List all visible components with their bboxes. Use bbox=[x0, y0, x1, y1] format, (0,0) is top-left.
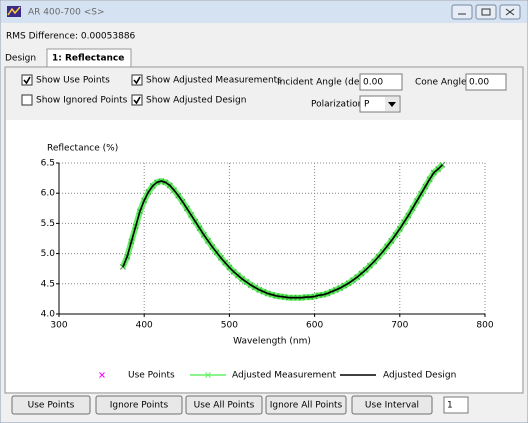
x-tick-label: 800 bbox=[476, 321, 493, 331]
maximize-button[interactable] bbox=[475, 4, 497, 20]
checkbox[interactable] bbox=[21, 94, 33, 106]
dropdown-arrow bbox=[388, 102, 396, 107]
button[interactable] bbox=[95, 395, 183, 415]
close-icon bbox=[505, 8, 515, 16]
check-mark bbox=[133, 76, 141, 85]
button-label[interactable]: Ignore Points bbox=[110, 401, 169, 411]
x-tick-label: 300 bbox=[50, 321, 67, 331]
checkbox-label[interactable]: Show Adjusted Measurements bbox=[146, 76, 282, 86]
tab-active[interactable]: 1: Reflectance bbox=[52, 54, 124, 64]
checkbox-label[interactable]: Show Ignored Points bbox=[36, 96, 128, 106]
incident-angle-label: Incident Angle (deg) bbox=[277, 78, 369, 88]
polarization-value[interactable]: P bbox=[364, 100, 370, 110]
checkbox-label[interactable]: Show Use Points bbox=[36, 76, 110, 86]
button[interactable] bbox=[11, 395, 91, 415]
interval-input[interactable] bbox=[443, 396, 469, 414]
rms-text: RMS Difference: 0.00053886 bbox=[6, 32, 136, 42]
incident-angle-value[interactable]: 0.00 bbox=[363, 78, 383, 88]
tab[interactable]: Design bbox=[5, 54, 36, 64]
incident-angle-input[interactable] bbox=[359, 73, 403, 91]
x-tick-label: 400 bbox=[136, 321, 153, 331]
x-tick-label: 600 bbox=[306, 321, 323, 331]
checkbox[interactable] bbox=[131, 74, 143, 86]
y-tick-label: 5.5 bbox=[41, 219, 55, 229]
chart-area bbox=[6, 120, 522, 392]
y-axis-label: Reflectance (%) bbox=[47, 144, 118, 154]
legend-label: Adjusted Measurement bbox=[232, 371, 337, 381]
button-label[interactable]: Use All Points bbox=[194, 401, 255, 411]
button[interactable] bbox=[351, 395, 433, 415]
cone-angle-value[interactable]: 0.00 bbox=[469, 78, 489, 88]
legend-marker bbox=[99, 372, 105, 378]
x-tick-label: 500 bbox=[221, 321, 238, 331]
app-icon-mark bbox=[7, 6, 21, 16]
cone-angle-label: Cone Angle bbox=[415, 78, 467, 88]
y-tick-label: 6.5 bbox=[41, 159, 55, 169]
y-tick-label: 4.0 bbox=[41, 310, 56, 320]
check-mark bbox=[23, 76, 31, 85]
check-mark bbox=[133, 96, 141, 105]
title-bar bbox=[1, 1, 527, 23]
button[interactable] bbox=[185, 395, 263, 415]
button-label[interactable]: Use Interval bbox=[365, 401, 419, 411]
maximize-icon bbox=[481, 8, 491, 16]
y-tick-label: 5.0 bbox=[41, 249, 56, 259]
polarization-label: Polarization bbox=[311, 100, 363, 110]
y-tick-label: 6.0 bbox=[41, 189, 56, 199]
legend-label: Use Points bbox=[128, 371, 175, 381]
cone-angle-input[interactable] bbox=[465, 73, 507, 91]
y-tick-label: 4.5 bbox=[41, 279, 55, 289]
checkbox[interactable] bbox=[131, 94, 143, 106]
button-label[interactable]: Use Points bbox=[28, 401, 75, 411]
x-tick-label: 700 bbox=[391, 321, 408, 331]
button-label[interactable]: Ignore All Points bbox=[270, 401, 343, 411]
legend-marker bbox=[205, 372, 211, 378]
interval-value[interactable]: 1 bbox=[447, 401, 453, 411]
window-title: AR 400-700 <S> bbox=[28, 8, 105, 18]
minimize-button[interactable] bbox=[451, 4, 473, 20]
series-line bbox=[122, 164, 443, 299]
checkbox[interactable] bbox=[21, 74, 33, 86]
button[interactable] bbox=[265, 395, 347, 415]
checkbox-label[interactable]: Show Adjusted Design bbox=[146, 96, 246, 106]
x-axis-label: Wavelength (nm) bbox=[233, 337, 311, 347]
legend-label: Adjusted Design bbox=[383, 371, 456, 381]
